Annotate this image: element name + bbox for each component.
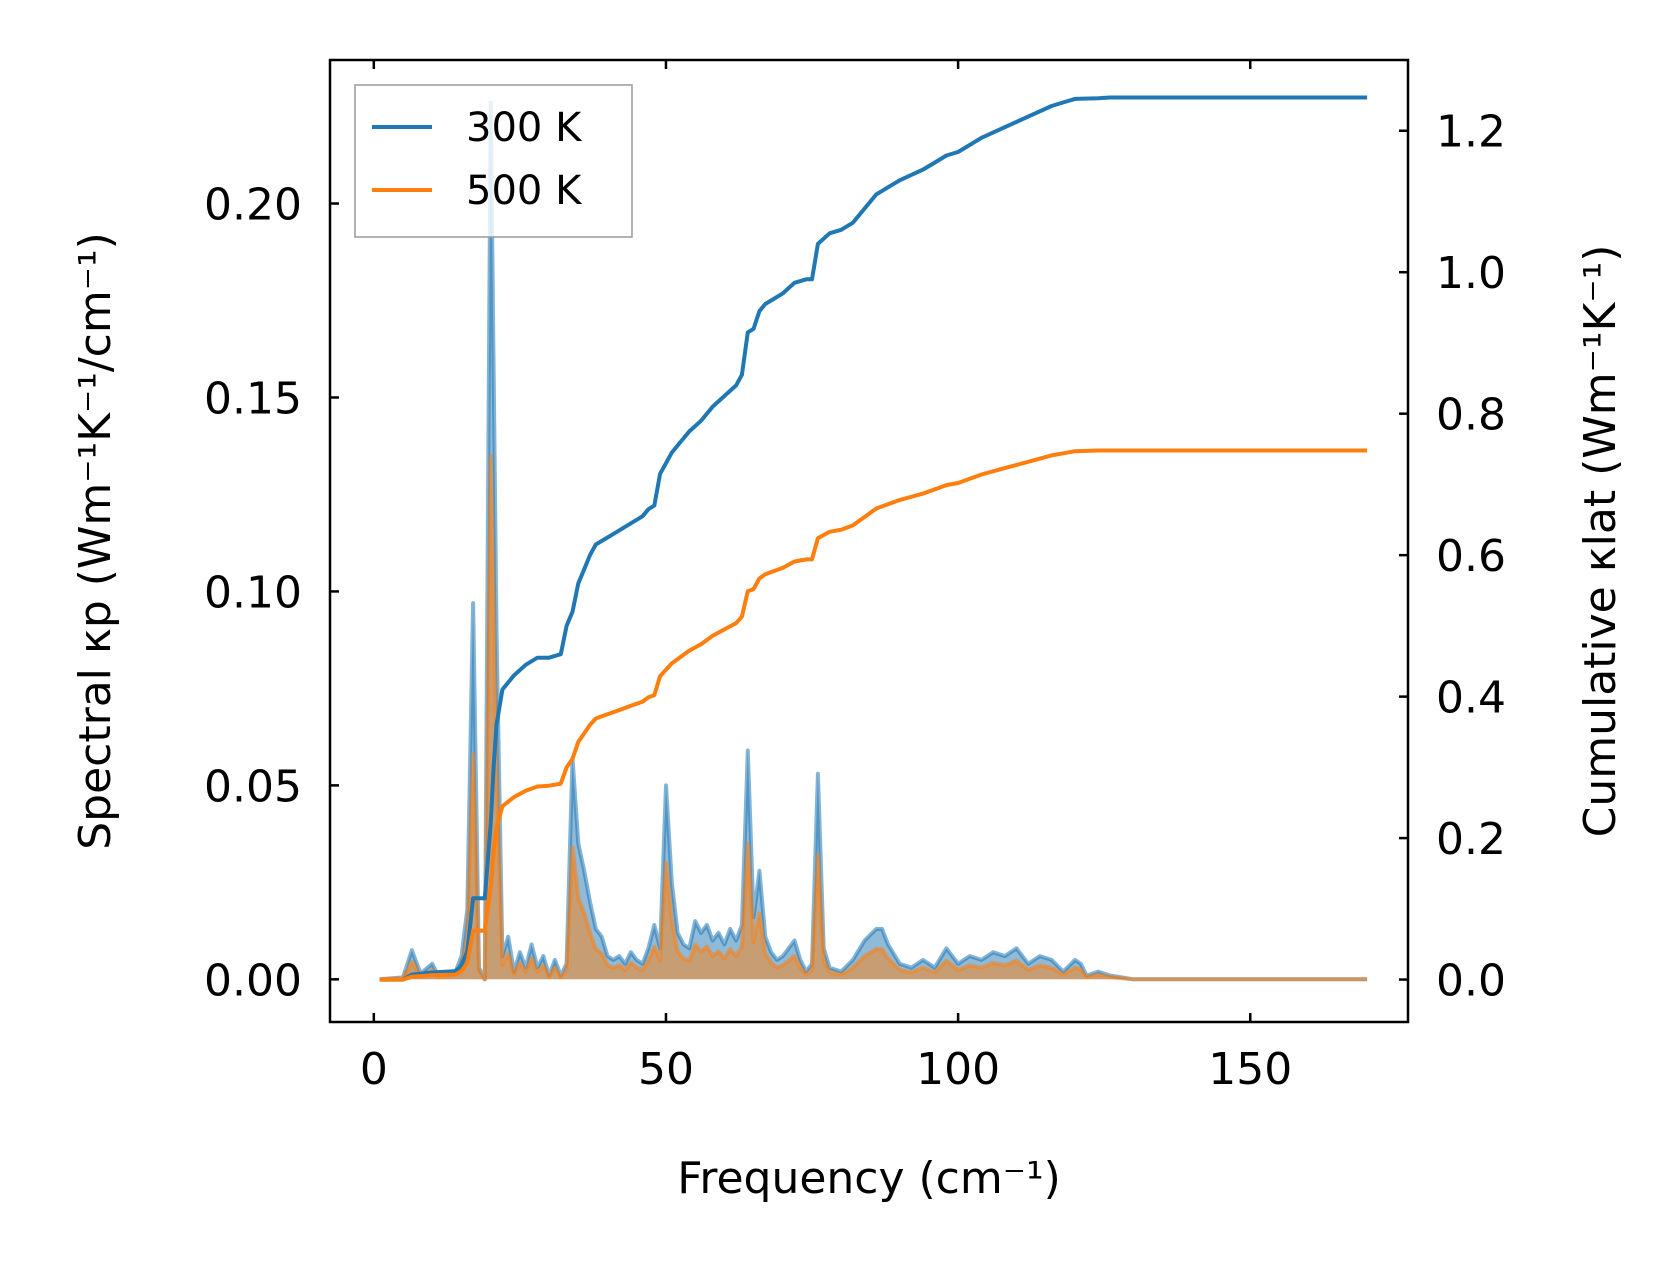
y-left-tick-label: 0.15 [204,373,302,424]
legend: 300 K 500 K [354,84,633,238]
x-tick-label: 50 [638,1044,694,1095]
spectral-line-1 [379,453,1368,982]
x-axis-title: Frequency (cm⁻¹) [677,1153,1061,1204]
axis-ticks: 0 50 100 150 0.00 0.05 0.10 0.15 0.20 0.0 0.2 0.4 0.… [204,60,1506,1095]
x-tick-label: 150 [1208,1044,1292,1095]
plot-area [379,95,1368,982]
y-left-axis-title: Spectral κp (Wm⁻¹K⁻¹/cm⁻¹) [70,232,121,850]
y-left-tick-label: 0.05 [204,761,302,812]
y-right-tick-label: 0.8 [1436,390,1506,441]
y-right-tick-label: 0.6 [1436,531,1506,582]
y-right-tick-label: 0.4 [1436,673,1506,724]
spectral-line-0 [379,100,1368,982]
cumulative-line-0 [379,95,1368,982]
legend-label-300k: 300 K [466,105,583,151]
y-left-tick-label: 0.20 [204,180,302,231]
x-tick-label: 0 [360,1044,388,1095]
y-right-tick-label: 1.2 [1436,107,1506,158]
axes-frame [328,58,1410,1024]
y-right-tick-label: 0.2 [1436,814,1506,865]
x-tick-label: 100 [916,1044,1000,1095]
legend-label-500k: 500 K [466,168,583,214]
y-left-tick-label: 0.00 [204,955,302,1006]
y-right-axis-title: Cumulative κlat (Wm⁻¹K⁻¹) [1575,245,1626,838]
y-right-tick-label: 0.0 [1436,956,1506,1007]
y-right-tick-label: 1.0 [1436,248,1506,299]
cumulative-line-1 [379,448,1368,982]
y-left-tick-label: 0.10 [204,567,302,618]
legend-box [354,84,633,238]
